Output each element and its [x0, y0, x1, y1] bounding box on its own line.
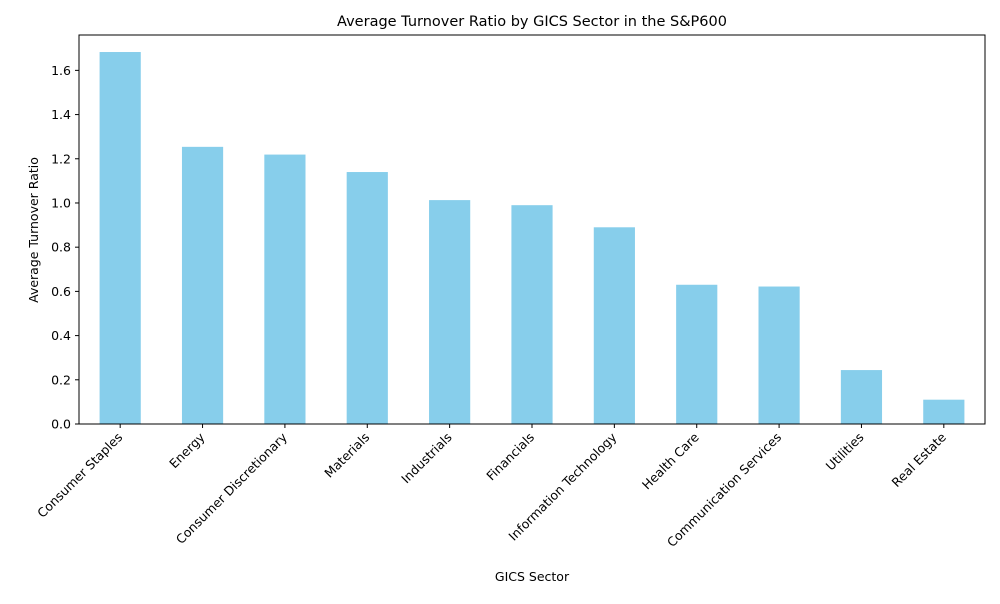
y-tick-label: 0.0: [51, 417, 71, 432]
y-tick-label: 0.2: [51, 372, 71, 387]
x-tick-label: Energy: [166, 429, 208, 471]
plot-frame: [78, 34, 986, 425]
y-tick-label: 1.0: [51, 195, 71, 210]
x-tick-label: Financials: [483, 430, 537, 484]
bar-financials: [511, 205, 553, 424]
y-tick-label: 0.4: [51, 328, 71, 343]
x-tick-label: Industrials: [398, 430, 455, 487]
x-tick-label: Real Estate: [888, 429, 949, 490]
bar-energy: [181, 146, 224, 424]
bar-real-estate: [923, 399, 965, 424]
x-axis-label: GICS Sector: [495, 569, 570, 584]
y-tick-label: 0.6: [51, 284, 71, 299]
bar-consumer-discretionary: [264, 154, 306, 424]
bar-materials: [346, 172, 388, 424]
bar-consumer-staples: [99, 52, 141, 425]
y-tick-label: 1.6: [51, 63, 71, 78]
x-tick-label: Utilities: [823, 430, 867, 474]
x-tick-label: Health Care: [639, 429, 702, 492]
x-tick-label: Consumer Staples: [34, 430, 125, 521]
bars-group: [99, 52, 965, 425]
y-tick-label: 1.2: [51, 151, 71, 166]
bar-industrials: [429, 200, 471, 424]
bar-information-technology: [593, 227, 635, 424]
chart-title: Average Turnover Ratio by GICS Sector in…: [337, 14, 727, 30]
bar-utilities: [840, 370, 883, 424]
bar-communication-services: [758, 286, 800, 424]
y-tick-label: 0.8: [51, 240, 71, 255]
y-tick-label: 1.4: [51, 107, 71, 122]
y-axis-label: Average Turnover Ratio: [26, 157, 41, 303]
y-axis-ticks: 0.0 0.2 0.4 0.6 0.8 1.0 1.2 1.4 1.6: [51, 63, 79, 432]
bar-health-care: [676, 284, 718, 424]
x-tick-label: Materials: [321, 430, 372, 481]
